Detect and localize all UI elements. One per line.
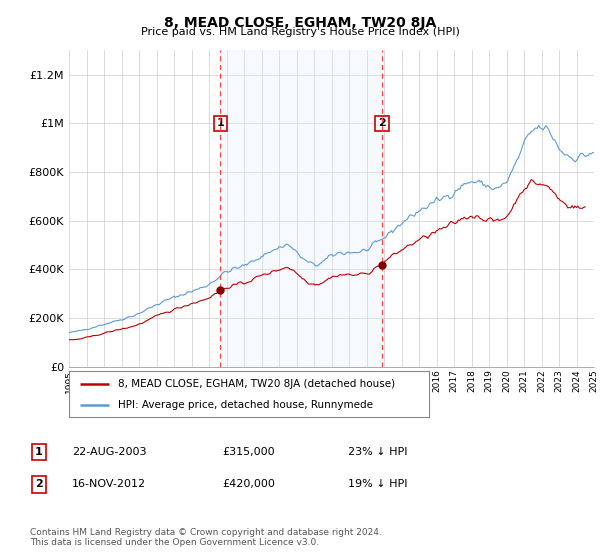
Text: HPI: Average price, detached house, Runnymede: HPI: Average price, detached house, Runn… — [118, 400, 373, 410]
Text: Price paid vs. HM Land Registry's House Price Index (HPI): Price paid vs. HM Land Registry's House … — [140, 27, 460, 37]
Text: £315,000: £315,000 — [222, 447, 275, 457]
Text: 2: 2 — [35, 479, 43, 489]
Text: 22-AUG-2003: 22-AUG-2003 — [72, 447, 146, 457]
Text: Contains HM Land Registry data © Crown copyright and database right 2024.
This d: Contains HM Land Registry data © Crown c… — [30, 528, 382, 547]
Text: 8, MEAD CLOSE, EGHAM, TW20 8JA: 8, MEAD CLOSE, EGHAM, TW20 8JA — [164, 16, 436, 30]
Text: £420,000: £420,000 — [222, 479, 275, 489]
Text: 16-NOV-2012: 16-NOV-2012 — [72, 479, 146, 489]
Text: 8, MEAD CLOSE, EGHAM, TW20 8JA (detached house): 8, MEAD CLOSE, EGHAM, TW20 8JA (detached… — [118, 379, 395, 389]
Text: 19% ↓ HPI: 19% ↓ HPI — [348, 479, 407, 489]
Text: 1: 1 — [35, 447, 43, 457]
Bar — [220, 50, 382, 367]
Text: 23% ↓ HPI: 23% ↓ HPI — [348, 447, 407, 457]
Text: 2: 2 — [378, 118, 386, 128]
Text: 1: 1 — [217, 118, 224, 128]
